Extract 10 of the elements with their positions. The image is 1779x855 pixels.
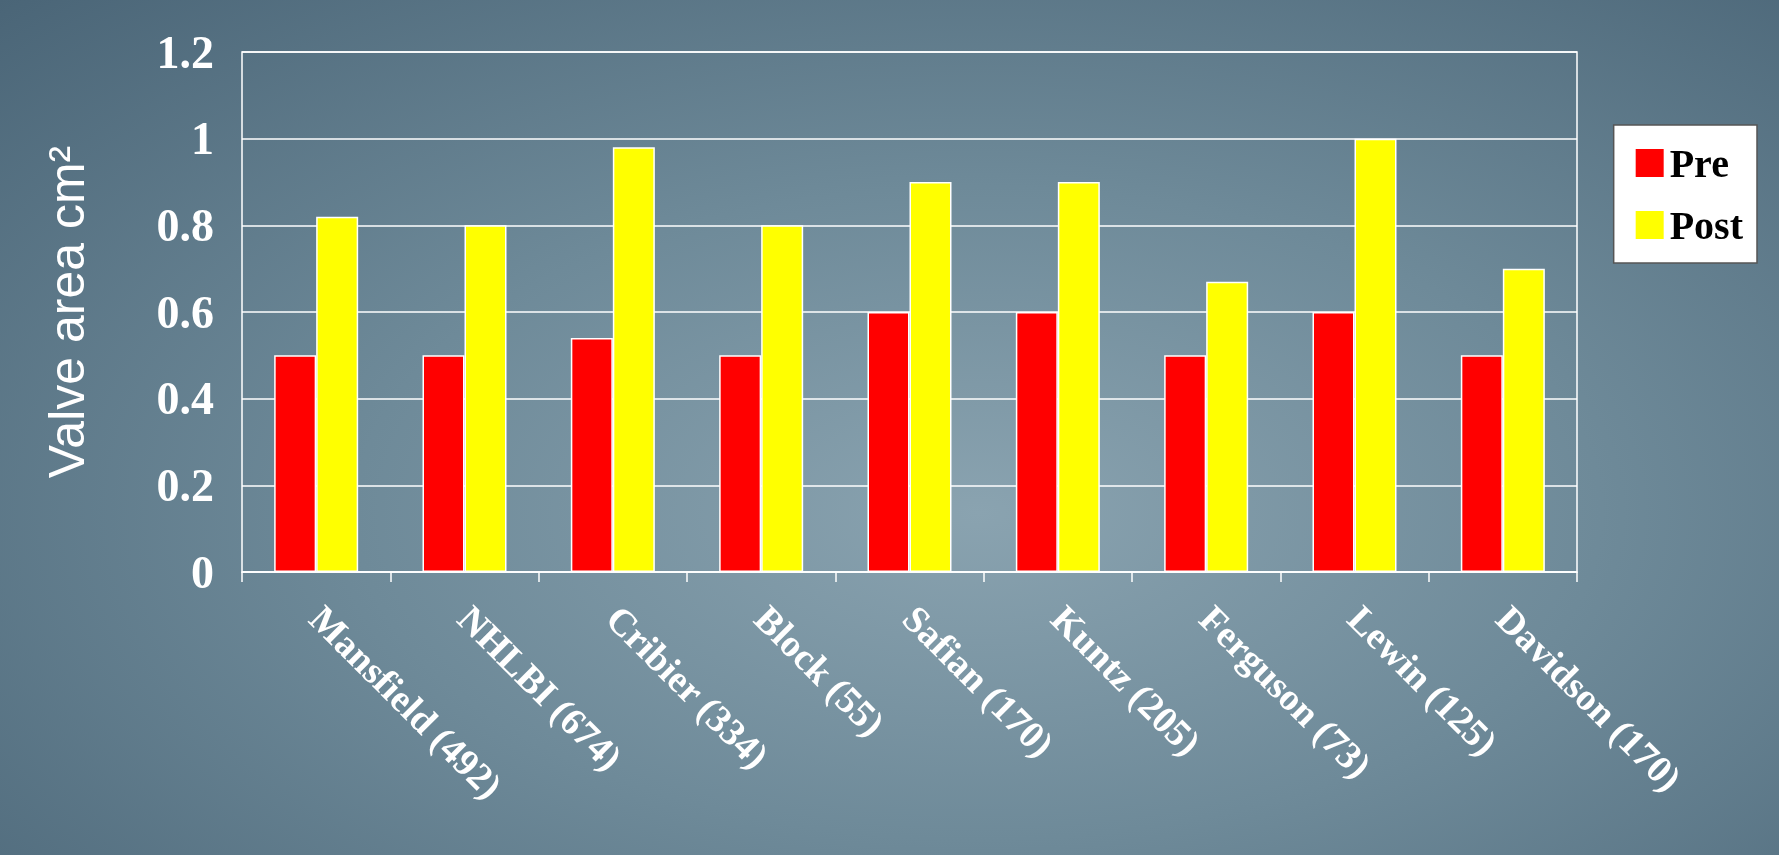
- y-tick-label: 1: [191, 113, 214, 165]
- y-axis-title: Valve area cm²: [39, 145, 95, 479]
- legend-label: Post: [1669, 202, 1744, 248]
- y-tick-label: 0.2: [156, 459, 214, 511]
- y-tick-label: 0.8: [156, 199, 214, 251]
- legend-label: Pre: [1669, 140, 1729, 186]
- y-tick-label: 0: [191, 546, 214, 598]
- y-tick-label: 0.4: [156, 373, 214, 425]
- y-tick-label: 1.2: [156, 26, 214, 78]
- y-tick-label: 0.6: [156, 286, 214, 338]
